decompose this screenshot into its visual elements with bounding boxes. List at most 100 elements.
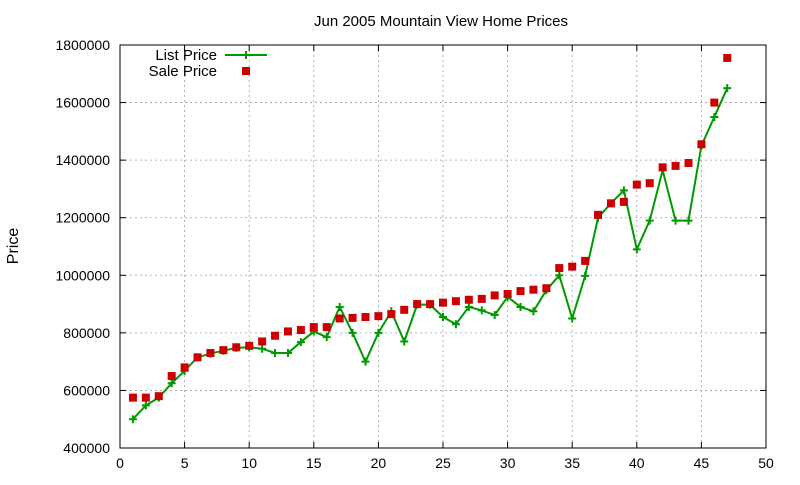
list-price-point	[322, 333, 331, 342]
sale-price-point	[374, 312, 383, 321]
y-tick-label: 1400000	[55, 152, 110, 168]
list-price-point	[335, 302, 344, 311]
list-price-point	[400, 337, 409, 346]
x-tick-label: 35	[564, 455, 580, 471]
list-price-point	[581, 271, 590, 280]
x-tick-label: 25	[435, 455, 451, 471]
sale-price-point	[568, 262, 577, 271]
x-tick-label: 20	[371, 455, 387, 471]
list-price-point	[555, 271, 564, 280]
sale-price-point	[606, 199, 615, 208]
sale-price-point	[723, 53, 732, 62]
sale-price-point	[361, 313, 370, 322]
sale-price-point	[387, 310, 396, 319]
y-axis-label: Price	[5, 228, 22, 265]
sale-price-point	[335, 314, 344, 323]
series-list-price	[128, 84, 732, 424]
y-tick-label: 400000	[63, 440, 110, 456]
sale-price-point	[658, 163, 667, 172]
chart-title: Jun 2005 Mountain View Home Prices	[314, 13, 568, 30]
legend-square-marker	[242, 67, 250, 75]
sale-price-point	[490, 291, 499, 300]
sale-price-point	[154, 392, 163, 401]
list-price-point	[374, 328, 383, 337]
sale-price-point	[439, 298, 447, 307]
sale-price-point	[516, 287, 525, 296]
y-tick-label: 1200000	[55, 210, 110, 226]
y-tick-label: 1600000	[55, 95, 110, 111]
list-price-point	[258, 344, 267, 353]
list-price-point	[684, 216, 693, 225]
list-price-point	[271, 349, 280, 358]
list-price-point	[361, 357, 370, 366]
series-sale-price	[128, 53, 732, 402]
list-price-point	[283, 349, 292, 358]
list-price-point	[477, 306, 486, 315]
sale-price-point	[180, 363, 189, 372]
sale-price-point	[529, 285, 538, 294]
legend-label: List Price	[155, 47, 217, 64]
sale-price-point	[245, 341, 254, 350]
sale-price-point	[322, 323, 331, 332]
list-price-point	[348, 328, 357, 337]
sale-price-point	[167, 372, 176, 381]
sale-price-point	[555, 264, 564, 273]
sale-price-point	[671, 161, 680, 170]
sale-price-point	[128, 393, 137, 402]
list-price-point	[141, 401, 150, 410]
sale-price-point	[283, 327, 292, 336]
legend-label: Sale Price	[149, 63, 217, 80]
list-price-point	[619, 186, 628, 195]
sale-price-point	[258, 337, 267, 346]
legend-plus-marker	[242, 51, 250, 59]
y-tick-label: 1800000	[55, 37, 110, 53]
sale-price-point	[400, 305, 409, 314]
sale-price-point	[348, 313, 357, 322]
x-tick-label: 10	[241, 455, 257, 471]
y-tick-label: 1000000	[55, 267, 110, 283]
list-price-point	[128, 415, 137, 424]
sale-price-point	[645, 179, 654, 188]
x-tick-label: 40	[629, 455, 645, 471]
series-layer	[128, 53, 732, 424]
sale-price-point	[594, 210, 603, 219]
sale-price-point	[684, 159, 693, 168]
sale-price-point	[542, 284, 551, 293]
sale-price-point	[141, 393, 150, 402]
sale-price-point	[619, 197, 628, 206]
sale-price-point	[477, 294, 486, 303]
axis-ticks: 0 5 10 15 20 25 30 35 40 45 50 400000 600000 800000 10…	[55, 37, 774, 471]
sale-price-point	[632, 180, 641, 189]
grid-lines	[120, 45, 766, 448]
list-price-point	[439, 313, 447, 322]
list-price-point	[632, 245, 641, 254]
sale-price-point	[219, 346, 228, 355]
sale-price-point	[710, 98, 719, 107]
list-price-point	[167, 379, 176, 388]
x-tick-label: 30	[500, 455, 516, 471]
sale-price-point	[296, 325, 305, 334]
sale-price-point	[193, 353, 202, 362]
y-tick-label: 600000	[63, 382, 110, 398]
list-price-point	[568, 314, 577, 323]
x-tick-label: 5	[181, 455, 189, 471]
x-tick-label: 50	[758, 455, 774, 471]
sale-price-point	[697, 140, 706, 149]
sale-price-point	[413, 300, 422, 309]
sale-price-point	[271, 331, 280, 340]
list-price-point	[451, 320, 460, 329]
list-price-point	[296, 338, 305, 347]
x-tick-label: 0	[116, 455, 124, 471]
list-price-point	[529, 307, 538, 316]
sale-price-point	[464, 295, 473, 304]
y-tick-label: 800000	[63, 325, 110, 341]
sale-price-point	[309, 323, 318, 332]
sale-price-point	[581, 256, 590, 265]
sale-price-point	[426, 300, 435, 309]
x-tick-label: 15	[306, 455, 322, 471]
list-price-point	[464, 302, 473, 311]
list-price-point	[490, 311, 499, 320]
sale-price-point	[503, 289, 512, 298]
